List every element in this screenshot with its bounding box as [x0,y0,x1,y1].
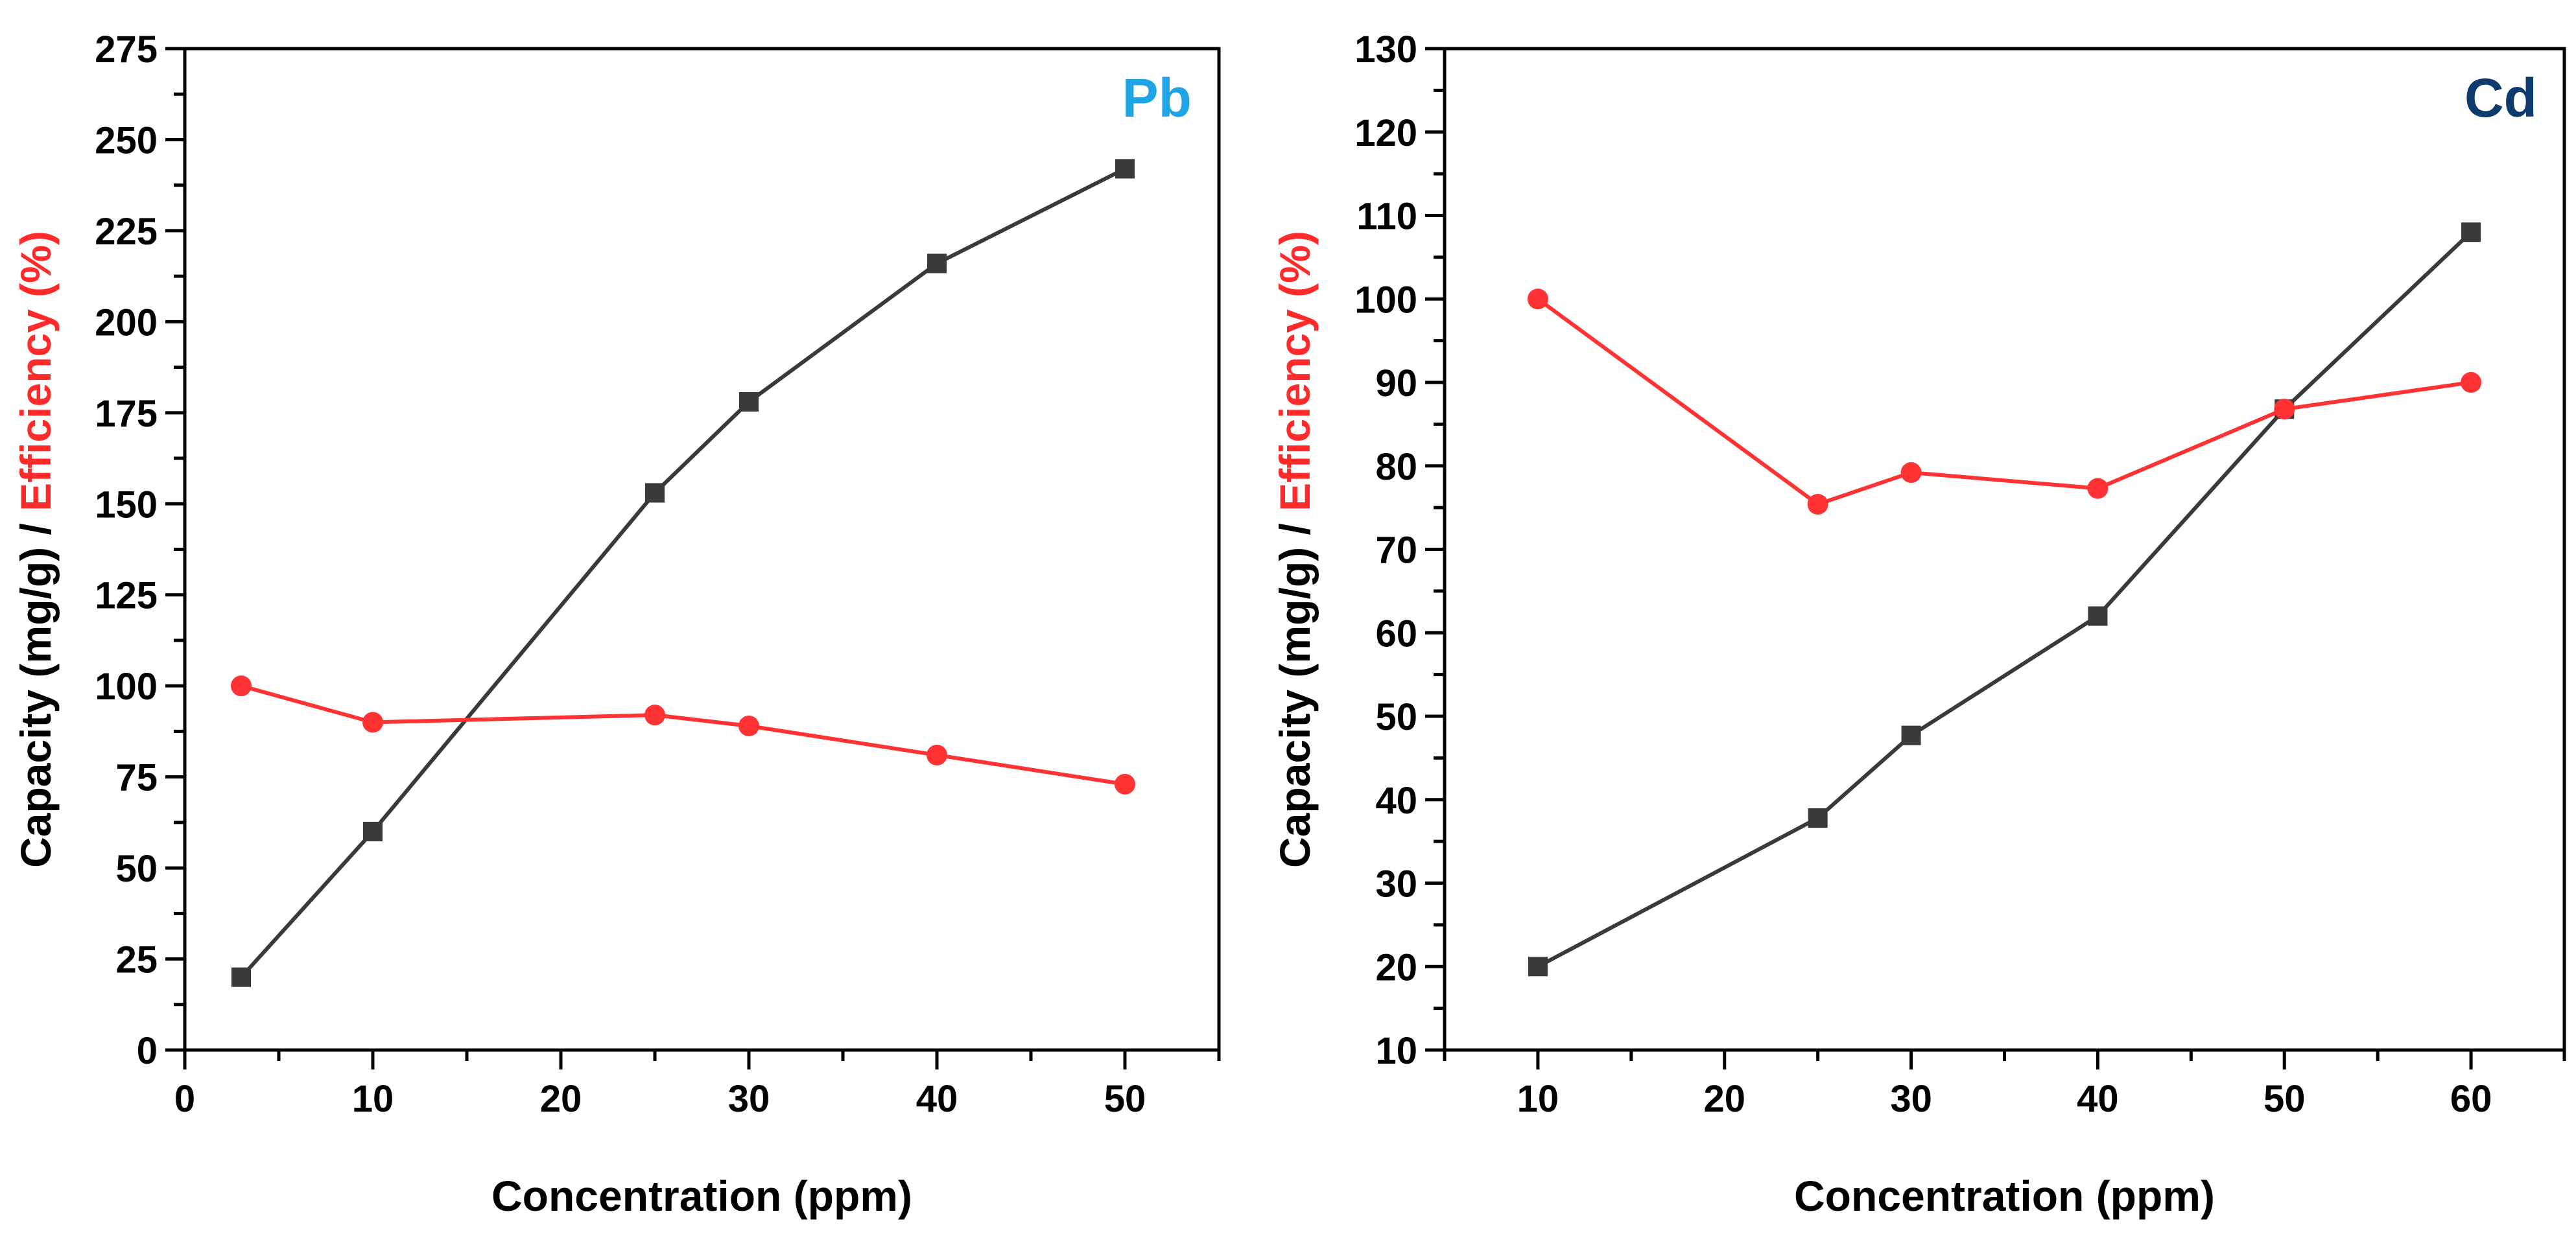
data-point [2461,222,2481,242]
series-1 [231,675,1135,795]
x-tick-label: 30 [728,1078,770,1120]
series-line [241,684,1126,786]
y-tick-label: 150 [95,484,158,526]
y-tick-label: 110 [1356,196,1417,238]
x-tick-label: 40 [2077,1078,2119,1120]
data-point [739,715,759,736]
y-axis-label-part-1: Efficiency (%) [12,231,60,511]
chart-panel-cd: 10 20 30 40 50 60 10 20 30 40 50 60 70 80 90 100 110 120 1… [1271,29,2566,1220]
y-axis-label: Capacity (mg/g) / Efficiency (%) [12,231,60,868]
data-point [927,253,947,274]
x-tick-label: 0 [174,1078,195,1120]
data-point [1528,957,1548,977]
x-tick-label: 50 [2263,1078,2306,1120]
data-point [645,483,665,503]
data-point [362,712,383,733]
y-axis-label-part-0: Capacity (mg/g) / [1271,511,1319,868]
x-tick-label: 10 [352,1078,394,1120]
y-axis-label: Capacity (mg/g) / Efficiency (%) [1271,231,1319,868]
data-point [1527,288,1548,310]
y-tick-label: 225 [95,211,158,253]
y-tick-label: 70 [1375,530,1417,572]
x-tick-label: 40 [916,1078,958,1120]
data-point [739,391,759,412]
y-tick-label: 175 [95,393,158,435]
x-tick-label: 20 [1703,1078,1745,1120]
data-point [644,705,665,726]
data-point [1807,493,1828,515]
x-axis-label: Concentration (ppm) [491,1172,912,1220]
y-tick-label: 10 [1375,1030,1417,1072]
panel-annotation: Pb [1122,67,1192,128]
x-tick-label: 30 [1890,1078,1932,1120]
y-tick-label: 275 [95,29,158,71]
data-point [1901,725,1921,745]
data-point [2088,606,2108,626]
y-tick-label: 130 [1354,29,1417,71]
y-tick-label: 30 [1375,863,1417,905]
chart-panel-pb: 0 10 20 30 40 50 0 25 50 75 100 125 150 175 200 225 250 2… [12,29,1221,1220]
y-tick-label: 20 [1375,946,1417,988]
panel-annotation: Cd [2464,67,2537,128]
x-tick-label: 50 [1104,1078,1146,1120]
data-point [1900,462,1922,484]
x-axis-label: Concentration (ppm) [1794,1172,2215,1220]
y-tick-label: 120 [1354,112,1417,154]
x-tick-label: 60 [2450,1078,2492,1120]
y-axis-label-part-0: Capacity (mg/g) / [12,511,60,868]
data-point [231,967,251,987]
data-point [231,675,252,697]
series-0 [231,159,1135,987]
y-tick-label: 25 [115,939,158,981]
y-tick-label: 100 [95,666,158,708]
y-tick-label: 80 [1375,446,1417,488]
y-tick-label: 125 [95,575,158,617]
data-point [927,744,947,765]
series-0 [1528,222,2481,977]
series-1 [1527,288,2482,515]
series-line [1537,231,2473,968]
y-tick-label: 50 [1375,696,1417,738]
x-tick-label: 20 [540,1078,582,1120]
data-point [2461,372,2482,393]
y-tick-label: 90 [1375,362,1417,404]
data-point [1808,808,1828,828]
data-point [2274,399,2295,420]
y-tick-label: 40 [1375,780,1417,822]
y-tick-label: 250 [95,119,158,161]
data-point [1115,773,1135,795]
x-tick-label: 10 [1517,1078,1559,1120]
y-tick-label: 75 [115,757,158,799]
data-point [363,821,383,841]
data-point [2087,478,2109,499]
data-point [1115,159,1135,179]
y-axis-label-part-1: Efficiency (%) [1271,231,1319,511]
series-line [239,167,1126,979]
y-tick-label: 100 [1354,279,1417,321]
y-tick-label: 0 [137,1030,158,1072]
series-line [1537,297,2472,507]
y-tick-label: 60 [1375,613,1417,655]
y-tick-label: 200 [95,301,158,344]
y-tick-label: 50 [115,848,158,890]
